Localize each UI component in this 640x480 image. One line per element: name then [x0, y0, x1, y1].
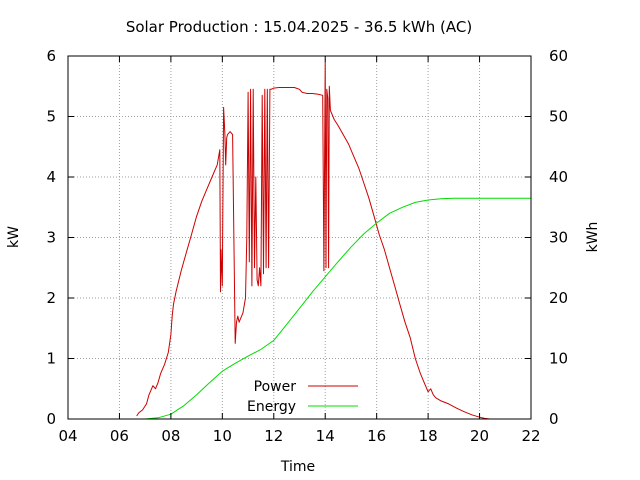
y-tick-label: 5: [46, 108, 56, 126]
x-tick-label: 10: [213, 427, 232, 445]
x-tick-label: 20: [470, 427, 489, 445]
y2-tick-label: 10: [549, 350, 568, 368]
x-tick-label: 08: [161, 427, 180, 445]
y-tick-label: 1: [46, 350, 56, 368]
y-tick-label: 2: [46, 289, 56, 307]
x-tick-label: 14: [316, 427, 335, 445]
grid: [68, 56, 531, 419]
legend-label-power: Power: [254, 379, 297, 395]
y2-tick-label: 20: [549, 289, 568, 307]
series-line-power: [136, 61, 490, 420]
x-tick-label: 06: [110, 427, 129, 445]
x-axis-label: Time: [280, 459, 315, 475]
y-tick-label: 6: [46, 47, 56, 65]
y-axis-label: kW: [6, 226, 22, 248]
y2-tick-label: 40: [549, 168, 568, 186]
x-tick-label: 18: [419, 427, 438, 445]
y2-tick-label: 50: [549, 108, 568, 126]
legend-label-energy: Energy: [247, 399, 296, 415]
chart-title: Solar Production : 15.04.2025 - 36.5 kWh…: [126, 18, 472, 36]
axis-ticks: [67, 55, 532, 420]
y-tick-label: 3: [46, 229, 56, 247]
x-tick-label: 22: [521, 427, 540, 445]
series-line-energy: [145, 197, 531, 420]
series-layer: [136, 61, 531, 420]
y2-axis-label: kWh: [585, 222, 601, 253]
legend: Power Energy: [247, 379, 358, 415]
x-tick-label: 16: [367, 427, 386, 445]
y-tick-label: 0: [46, 410, 56, 428]
y-tick-label: 4: [46, 168, 56, 186]
x-tick-label: 12: [264, 427, 283, 445]
y2-tick-label: 0: [549, 410, 559, 428]
x-tick-label: 04: [58, 427, 77, 445]
y2-tick-label: 30: [549, 229, 568, 247]
y2-tick-label: 60: [549, 47, 568, 65]
